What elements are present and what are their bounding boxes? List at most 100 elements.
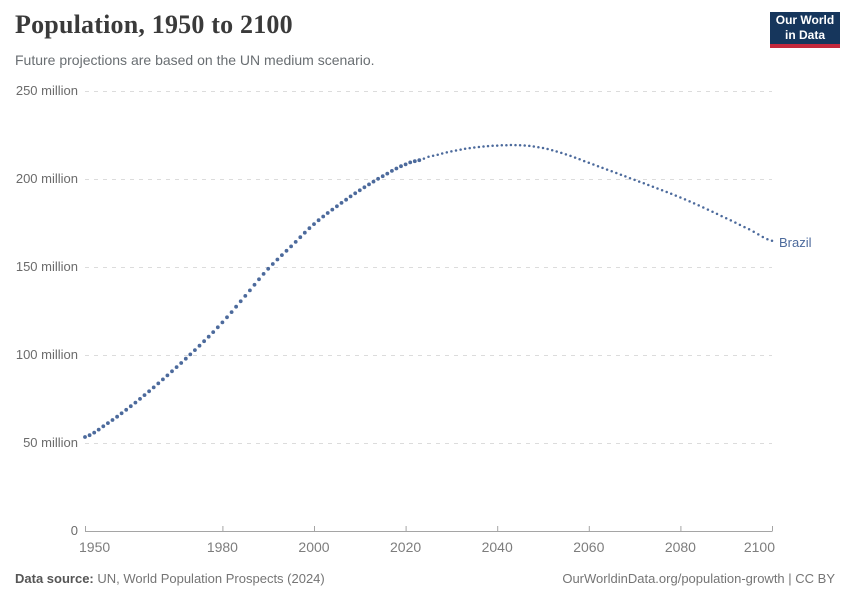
series-dot-historical — [261, 272, 266, 276]
series-dot-projection — [473, 146, 476, 149]
series-dot-historical — [390, 169, 394, 173]
owid-logo-line2: in Data — [784, 28, 825, 42]
series-dot-projection — [468, 146, 471, 150]
owid-logo-line1: Our World — [775, 13, 835, 27]
series-dot-projection — [619, 173, 623, 176]
series-dot-historical — [371, 179, 376, 184]
series-dot-historical — [248, 288, 252, 293]
series-dot-historical — [307, 226, 312, 231]
series-dot-historical — [238, 299, 243, 304]
series-dot-historical — [174, 365, 179, 369]
series-dot-projection — [440, 152, 444, 155]
series-dot-historical — [339, 201, 344, 205]
series-dot-projection — [624, 175, 627, 178]
series-dot-historical — [325, 211, 330, 215]
series-dot-projection — [702, 206, 705, 209]
series-dot-projection — [587, 161, 591, 165]
series-dot-projection — [436, 153, 439, 156]
y-tick-label: 250 million — [15, 83, 78, 98]
series-dot-historical — [83, 435, 87, 439]
series-dot-historical — [220, 320, 225, 325]
series-dot-historical — [335, 204, 339, 209]
chart-subtitle: Future projections are based on the UN m… — [15, 52, 375, 68]
series-dot-projection — [669, 192, 673, 196]
series-dot-projection — [550, 148, 554, 152]
x-tick-label: 2020 — [390, 539, 422, 555]
series-dot-projection — [747, 228, 751, 231]
series-dot-projection — [523, 144, 526, 147]
series-dot-historical — [270, 262, 275, 266]
series-dot-projection — [537, 145, 540, 149]
series-dot-projection — [477, 145, 481, 149]
series-dot-historical — [179, 361, 184, 365]
owid-logo[interactable]: Our World in Data — [770, 12, 840, 48]
series-dot-projection — [601, 166, 604, 170]
series-dot-projection — [715, 212, 719, 216]
series-dot-projection — [642, 182, 646, 185]
series-dot-projection — [734, 221, 737, 224]
series-label-brazil[interactable]: Brazil — [779, 234, 812, 250]
series-dot-projection — [757, 233, 760, 236]
series-dot-historical — [293, 240, 298, 244]
series-dot-projection — [546, 147, 549, 151]
y-tick-label: 0 — [70, 523, 78, 538]
data-source-label: Data source: — [15, 571, 94, 586]
series-dot-historical — [225, 315, 229, 320]
series-dot-projection — [647, 183, 650, 187]
series-dot-projection — [445, 151, 449, 154]
series-dot-historical — [385, 171, 390, 176]
x-tick-label: 2080 — [664, 539, 696, 555]
series-dot-projection — [770, 239, 774, 243]
x-tick-label: 2000 — [298, 539, 330, 555]
x-tick-label: 2060 — [573, 539, 605, 555]
series-dot-projection — [482, 145, 485, 148]
series-dot-historical — [280, 253, 284, 257]
series-dot-historical — [234, 304, 239, 309]
series-dot-projection — [427, 155, 430, 159]
series-dot-historical — [266, 266, 271, 271]
series-dot-projection — [674, 194, 678, 197]
series-dot-historical — [348, 194, 353, 199]
series-dot-projection — [564, 153, 568, 156]
series-dot-projection — [752, 230, 755, 234]
y-tick-label: 50 million — [23, 435, 78, 450]
series-dot-projection — [660, 189, 664, 192]
series-dot-projection — [555, 150, 558, 153]
series-dot-projection — [605, 168, 609, 171]
series-dot-projection — [729, 219, 733, 222]
series-dot-projection — [697, 204, 700, 207]
series-dot-projection — [596, 164, 600, 168]
y-tick-label: 200 million — [15, 171, 78, 186]
series-dot-historical — [215, 325, 220, 330]
y-tick-label: 150 million — [15, 259, 78, 274]
series-dot-projection — [486, 144, 490, 148]
series-dot-projection — [683, 198, 687, 201]
series-dot-historical — [92, 430, 97, 435]
series-dot-historical — [115, 414, 119, 419]
series-dot-projection — [706, 208, 710, 211]
series-dot-historical — [403, 162, 408, 167]
series-dot-historical — [110, 418, 115, 422]
series-dot-projection — [679, 196, 682, 199]
series-dot-historical — [106, 421, 110, 425]
series-dot-projection — [509, 143, 513, 147]
series-dot-projection — [560, 151, 563, 155]
series-dot-projection — [578, 158, 581, 161]
series-dot-projection — [761, 235, 765, 239]
data-source[interactable]: Data source: UN, World Population Prospe… — [15, 571, 325, 586]
series-dot-projection — [637, 180, 641, 183]
credit-link[interactable]: OurWorldinData.org/population-growth | C… — [562, 571, 835, 586]
series-dot-projection — [528, 144, 531, 148]
series-dot-projection — [514, 143, 517, 147]
x-tick-label: 1980 — [206, 539, 238, 555]
series-dot-historical — [316, 218, 321, 223]
series-dot-historical — [119, 411, 124, 416]
series-dot-historical — [170, 369, 174, 374]
series-dot-historical — [156, 381, 161, 386]
series-dot-historical — [302, 230, 307, 235]
series-dot-historical — [417, 158, 422, 163]
series-dot-historical — [124, 407, 129, 412]
series-dot-projection — [431, 154, 435, 158]
